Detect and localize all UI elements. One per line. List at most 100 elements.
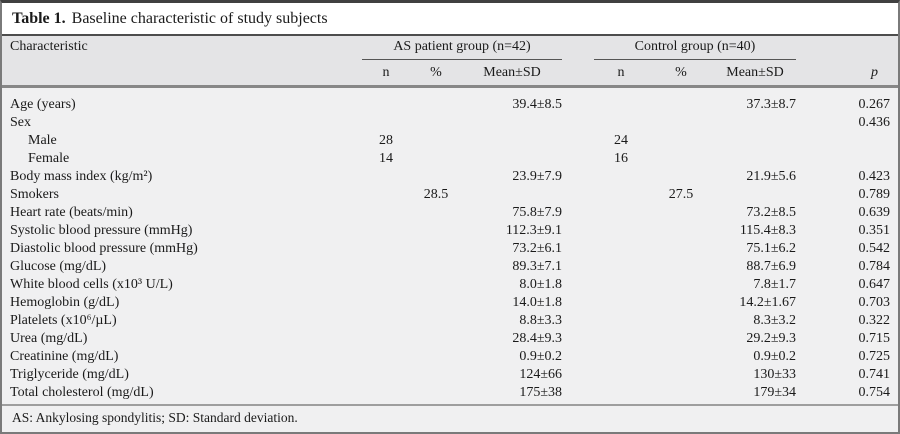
column-gap (562, 222, 594, 240)
row-characteristic-label: Smokers (10, 187, 59, 202)
as-mean-sd-cell: 124±66 (519, 367, 562, 382)
table-row: Hemoglobin (g/dL) 14.0±1.8 14.2±1.67 0.7… (10, 294, 890, 312)
table-number-label: Table 1. (12, 9, 66, 27)
table-row: White blood cells (x10³ U/L) 8.0±1.8 7.8… (10, 276, 890, 294)
column-gap (562, 276, 594, 294)
control-percent-cell (648, 330, 714, 348)
as-n-cell (362, 204, 410, 222)
control-percent-cell (648, 204, 714, 222)
as-mean-sd-cell: 23.9±7.9 (512, 169, 562, 184)
control-percent-cell (648, 294, 714, 312)
column-header-p-value: p (871, 65, 878, 80)
control-percent-cell: 27.5 (668, 187, 694, 202)
p-value-cell: 0.542 (858, 241, 891, 256)
row-characteristic-label: Total cholesterol (mg/dL) (10, 385, 154, 400)
as-mean-sd-cell: 39.4±8.5 (512, 97, 562, 112)
as-percent-cell (410, 258, 462, 276)
column-gap (562, 114, 594, 132)
table-row: Systolic blood pressure (mmHg) 112.3±9.1… (10, 222, 890, 240)
control-n-cell (594, 114, 648, 132)
p-value-cell: 0.789 (858, 187, 891, 202)
control-mean-sd-cell: 8.3±3.2 (753, 313, 796, 328)
table-row: Platelets (x10⁶/µL) 8.8±3.3 8.3±3.2 0.32… (10, 312, 890, 330)
column-gap (562, 186, 594, 204)
control-percent-cell (648, 348, 714, 366)
group-header-control: Control group (n=40) (594, 36, 796, 60)
table-row: Urea (mg/dL) 28.4±9.3 29.2±9.3 0.715 (10, 330, 890, 348)
control-percent-cell (648, 168, 714, 186)
control-percent-cell (648, 312, 714, 330)
p-value-cell: 0.647 (858, 277, 891, 292)
table-body: Age (years) 39.4±8.5 37.3±8.7 0.267 Sex … (2, 88, 898, 402)
control-percent-cell (648, 276, 714, 294)
control-n-cell (594, 168, 648, 186)
table-footnote: AS: Ankylosing spondylitis; SD: Standard… (2, 404, 898, 430)
p-value-cell: 0.423 (858, 169, 891, 184)
as-n-cell (362, 330, 410, 348)
as-mean-sd-cell: 75.8±7.9 (512, 205, 562, 220)
as-mean-sd-cell: 112.3±9.1 (505, 223, 562, 238)
as-n-cell (362, 114, 410, 132)
control-mean-sd-cell (714, 186, 796, 204)
as-n-cell: 14 (379, 151, 393, 166)
column-gap (562, 96, 594, 114)
control-mean-sd-cell: 73.2±8.5 (746, 205, 796, 220)
column-gap (562, 240, 594, 258)
control-n-cell (594, 96, 648, 114)
p-value-cell: 0.267 (858, 97, 891, 112)
column-gap (562, 132, 594, 150)
control-mean-sd-cell: 88.7±6.9 (746, 259, 796, 274)
control-mean-sd-cell: 14.2±1.67 (739, 295, 796, 310)
as-n-cell (362, 168, 410, 186)
control-n-cell (594, 366, 648, 384)
p-value-cell: 0.754 (858, 385, 891, 400)
column-gap (562, 258, 594, 276)
as-n-cell (362, 222, 410, 240)
column-header-characteristic: Characteristic (10, 39, 88, 54)
row-characteristic-label: Creatinine (mg/dL) (10, 349, 119, 364)
control-n-cell (594, 240, 648, 258)
column-gap (562, 384, 594, 402)
as-mean-sd-cell: 73.2±6.1 (512, 241, 562, 256)
as-mean-sd-cell: 8.0±1.8 (519, 277, 562, 292)
control-n-cell: 16 (614, 151, 628, 166)
row-characteristic-label: Hemoglobin (g/dL) (10, 295, 120, 310)
control-mean-sd-cell (714, 132, 796, 150)
control-n-cell (594, 204, 648, 222)
as-mean-sd-cell (462, 186, 562, 204)
as-percent-cell (410, 132, 462, 150)
as-percent-cell (410, 276, 462, 294)
as-percent-cell (410, 366, 462, 384)
as-n-cell (362, 240, 410, 258)
control-n-cell (594, 276, 648, 294)
control-mean-sd-cell: 7.8±1.7 (753, 277, 796, 292)
table-title-text: Baseline characteristic of study subject… (71, 9, 328, 27)
column-header-n-as: n (382, 65, 390, 80)
column-gap (562, 204, 594, 222)
as-n-cell (362, 312, 410, 330)
as-mean-sd-cell: 14.0±1.8 (512, 295, 562, 310)
as-percent-cell (410, 330, 462, 348)
table-row: Total cholesterol (mg/dL) 175±38 179±34 … (10, 384, 890, 402)
control-mean-sd-cell (714, 150, 796, 168)
p-value-cell: 0.715 (858, 331, 891, 346)
control-n-cell (594, 330, 648, 348)
column-gap (562, 168, 594, 186)
p-value-cell: 0.725 (858, 349, 891, 364)
as-percent-cell (410, 168, 462, 186)
table-row: Body mass index (kg/m²) 23.9±7.9 21.9±5.… (10, 168, 890, 186)
row-characteristic-label: Body mass index (kg/m²) (10, 169, 153, 184)
as-n-cell (362, 276, 410, 294)
as-mean-sd-cell: 0.9±0.2 (519, 349, 562, 364)
table-row: Age (years) 39.4±8.5 37.3±8.7 0.267 (10, 96, 890, 114)
as-percent-cell (410, 240, 462, 258)
table-row: Heart rate (beats/min) 75.8±7.9 73.2±8.5… (10, 204, 890, 222)
row-characteristic-label: Systolic blood pressure (mmHg) (10, 223, 193, 238)
control-n-cell (594, 384, 648, 402)
column-gap (562, 348, 594, 366)
as-n-cell (362, 258, 410, 276)
control-mean-sd-cell: 115.4±8.3 (739, 223, 796, 238)
as-percent-cell (410, 384, 462, 402)
control-n-cell (594, 258, 648, 276)
table-header: Characteristic AS patient group (n=42) C… (2, 36, 898, 88)
